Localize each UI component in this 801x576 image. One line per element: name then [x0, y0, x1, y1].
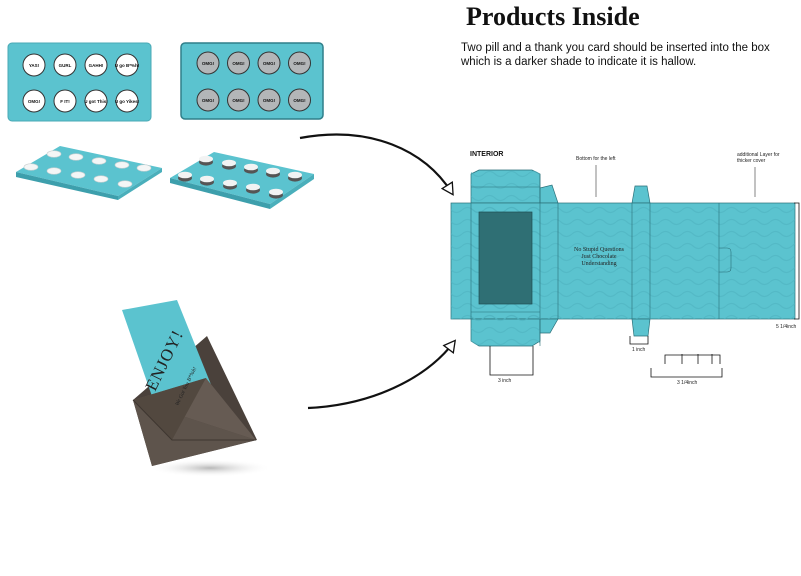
pill-label: YAS!	[29, 63, 40, 68]
pill-label: GURL	[59, 63, 72, 68]
dim-length-label: 3 1/4inch	[677, 380, 698, 386]
box-text-line: Just Chocolate	[581, 254, 617, 260]
pill-label: GAHH!	[89, 63, 104, 68]
pill	[84, 89, 108, 113]
pill	[288, 88, 311, 112]
pill	[257, 88, 281, 112]
dim-width-label: 3 inch	[498, 378, 512, 384]
dim-height-label: 5 1/4inch	[776, 324, 797, 330]
pill-label: U go Yikes!	[115, 99, 140, 104]
pill	[196, 51, 220, 75]
pill-label: OMG!	[293, 98, 306, 103]
pill-label: OMG!	[293, 61, 306, 66]
pill	[115, 53, 139, 77]
box-text-line: Understanding	[581, 261, 617, 267]
hollow-window	[478, 211, 533, 305]
pill-label: OMG!	[263, 98, 276, 103]
pill-pack-front: YAS! GURL GAHH! U go B*%h! OMG! F IT! U got Th…	[7, 42, 152, 122]
pill-pack-perspective-white	[16, 146, 162, 200]
page-title: Products Inside	[466, 2, 640, 31]
pill	[22, 53, 46, 77]
pill	[227, 51, 250, 75]
description-text: Two pill and a thank you card should be …	[461, 42, 770, 68]
arrow-card-to-box	[307, 342, 454, 410]
interior-label: INTERIOR	[470, 151, 504, 158]
pill	[53, 89, 77, 113]
pill-label: OMG!	[263, 61, 276, 66]
pill	[115, 89, 139, 113]
pill-label: OMG!	[232, 98, 245, 103]
pill	[227, 88, 250, 112]
pill-label: F IT!	[60, 99, 70, 104]
dim-small-label: 1 inch	[632, 347, 646, 353]
envelope-with-card: ENJOY! We Got You B*%h!	[122, 300, 272, 477]
arrow-pills-to-box	[299, 133, 452, 193]
pill-pack-gray: OMG! OMG! OMG! OMG! OMG! OMG! OMG! OMG!	[180, 42, 324, 120]
pill	[22, 89, 46, 113]
pill-label: OMG!	[202, 61, 215, 66]
pill	[288, 51, 311, 75]
pill	[84, 53, 108, 77]
pill	[53, 53, 77, 77]
pill	[257, 51, 281, 75]
layer-label: additional Layer for thicker cover	[737, 152, 780, 164]
pill-label: OMG!	[202, 98, 215, 103]
pill-label: OMG!	[28, 99, 41, 104]
pill-pack-perspective-gray	[170, 152, 314, 209]
bottom-label: Bottom for the left	[576, 156, 616, 162]
box-dieline	[450, 165, 800, 378]
pill-label: U go B*%h!	[115, 63, 140, 68]
box-text-line: No Stupid Questions	[573, 247, 624, 253]
pill	[196, 88, 220, 112]
pill-label: U got This!	[84, 99, 108, 104]
box-text: No Stupid Questions Just Chocolate Under…	[560, 247, 638, 268]
pill-label: OMG!	[232, 61, 245, 66]
